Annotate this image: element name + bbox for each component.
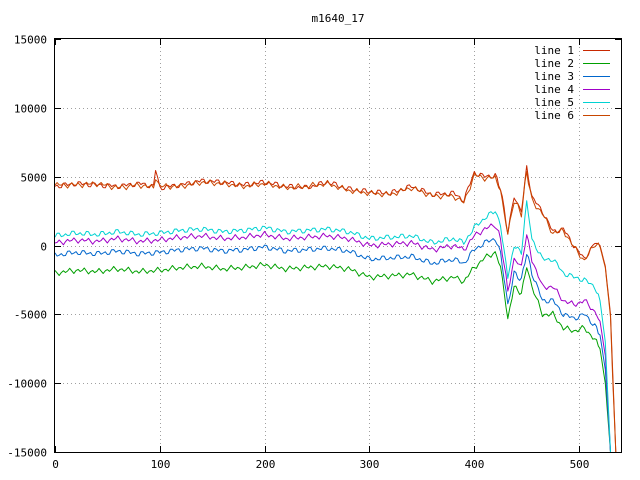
y-tick-label: 15000: [14, 34, 47, 47]
legend-label: line 1: [534, 44, 574, 57]
legend-label: line 2: [534, 57, 574, 70]
grid: [55, 39, 621, 452]
y-tick-label: 5000: [21, 172, 48, 185]
series-line-2: [54, 251, 611, 453]
series-line-4: [54, 223, 611, 453]
y-tick-label: -15000: [7, 447, 47, 460]
y-tick-label: -5000: [14, 309, 47, 322]
series-line-1: [54, 165, 617, 453]
x-tick-label: 400: [465, 458, 485, 471]
x-tick-label: 500: [570, 458, 590, 471]
x-tick-label: 100: [151, 458, 171, 471]
legend-label: line 4: [534, 83, 574, 96]
y-tick-label: 0: [40, 241, 47, 254]
series-line-3: [54, 238, 611, 453]
x-tick-label: 200: [256, 458, 276, 471]
legend-label: line 5: [534, 96, 574, 109]
x-tick-label: 300: [360, 458, 380, 471]
x-tick-label: 0: [52, 458, 59, 471]
legend-label: line 3: [534, 70, 574, 83]
plot-frame: [54, 38, 622, 453]
axis-ticks: [55, 39, 621, 453]
series-line-6: [54, 171, 617, 453]
tick-labels: 0 100 200 300 400 500 -15000 -10000 -5000 0 5000 10…: [7, 34, 589, 472]
y-tick-label: 10000: [14, 103, 47, 116]
series-lines: [54, 165, 617, 453]
series-line-5: [54, 200, 611, 453]
legend-label: line 6: [534, 109, 574, 122]
y-tick-label: -10000: [7, 378, 47, 391]
chart-title: m1640_17: [312, 12, 365, 25]
